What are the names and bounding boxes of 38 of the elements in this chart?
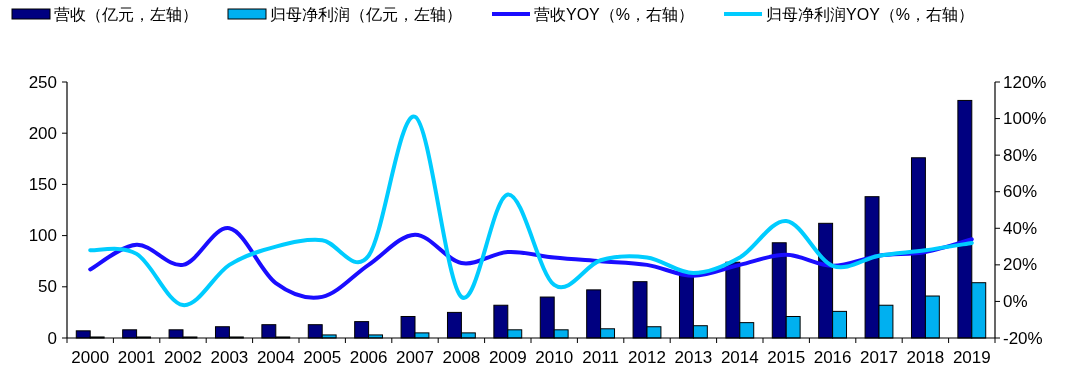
x-tick-label: 2016 [813,347,852,367]
legend-label: 营收YOY（%，右轴） [534,5,695,23]
x-tick-label: 2019 [952,347,991,367]
legend-label: 归母净利润YOY（%，右轴） [766,5,975,23]
x-tick-label: 2013 [674,347,713,367]
x-tick-label: 2003 [210,347,249,367]
y-tick-label: 150 [28,174,57,194]
x-tick-label: 2008 [442,347,481,367]
y2-tick-label: 80% [1003,145,1038,165]
y-tick-label: 50 [38,277,57,297]
x-tick-label: 2000 [71,347,110,367]
y-tick-label: 0 [47,328,57,348]
x-tick-label: 2010 [535,347,574,367]
x-tick-label: 2004 [256,347,295,367]
legend-label: 营收（亿元，左轴） [54,5,198,23]
y-tick-label: 250 [28,72,57,92]
x-tick-label: 2006 [349,347,388,367]
x-tick-label: 2007 [396,347,434,367]
x-tick-label: 2014 [720,347,759,367]
y-tick-label: 200 [28,123,57,143]
x-tick-label: 2015 [767,347,806,367]
x-tick-label: 2018 [906,347,945,367]
y2-tick-label: 100% [1003,109,1047,129]
x-tick-label: 2009 [488,347,527,367]
y2-tick-label: -20% [1003,328,1043,348]
y2-tick-label: 20% [1003,255,1038,275]
legend-label: 归母净利润（亿元，左轴） [270,5,462,23]
x-tick-label: 2001 [117,347,156,367]
x-tick-label: 2012 [628,347,666,367]
y2-tick-label: 40% [1003,218,1038,238]
y2-tick-label: 60% [1003,182,1038,202]
y-tick-label: 100 [28,226,57,246]
y2-tick-label: 120% [1003,72,1047,92]
y2-tick-label: 0% [1003,291,1028,311]
x-tick-label: 2011 [582,347,619,367]
x-tick-label: 2017 [860,347,898,367]
x-tick-label: 2005 [303,347,342,367]
x-tick-label: 2002 [164,347,202,367]
